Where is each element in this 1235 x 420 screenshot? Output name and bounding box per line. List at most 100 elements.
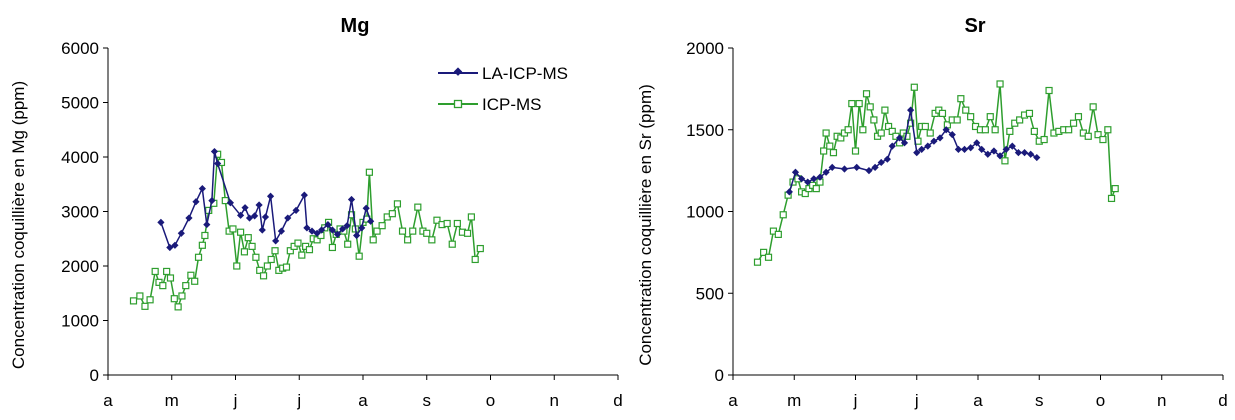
data-point (870, 116, 878, 124)
data-point (182, 282, 190, 290)
legend-marker-icp (453, 99, 463, 109)
data-point (828, 163, 836, 171)
data-point (347, 195, 356, 204)
data-point (883, 155, 891, 163)
chart-title: Sr (964, 15, 985, 37)
y-tick-label: 5000 (61, 94, 99, 113)
data-point (918, 145, 926, 153)
data-point (996, 152, 1004, 160)
chart-mg: Mg Concentration coquillière en Mg (ppm)… (9, 15, 623, 410)
data-point (166, 274, 175, 282)
data-point (221, 197, 229, 205)
data-point (226, 199, 234, 207)
data-point (936, 134, 944, 142)
series-la-icp-ms (157, 147, 375, 252)
data-point (443, 219, 451, 228)
data-point (398, 227, 407, 235)
data-point (187, 271, 195, 279)
data-point (1065, 126, 1073, 134)
data-point (453, 219, 461, 228)
data-point (888, 127, 896, 135)
data-marks (753, 80, 1119, 266)
data-point (862, 90, 871, 98)
y-tick-label: 4000 (61, 148, 99, 167)
data-point (871, 163, 879, 171)
data-point (146, 296, 154, 304)
data-point (855, 99, 863, 108)
x-tick-label: m (165, 391, 179, 410)
data-point (785, 188, 793, 196)
data-point (328, 243, 336, 252)
data-point (362, 204, 370, 212)
legend-label-icp: ICP-MS (482, 95, 542, 114)
data-point (986, 113, 994, 121)
data-point (471, 255, 479, 264)
data-point (313, 229, 321, 237)
data-point (888, 142, 896, 150)
legend-label-la: LA-ICP-MS (482, 64, 568, 83)
x-tick-label: s (1035, 391, 1044, 410)
data-point (245, 214, 254, 222)
data-point (255, 201, 263, 209)
data-point (185, 214, 193, 222)
data-point (267, 255, 275, 264)
data-point (448, 240, 456, 248)
data-point (810, 175, 818, 183)
data-point (826, 142, 834, 150)
data-point (303, 224, 311, 232)
data-point (848, 99, 856, 108)
data-point (339, 225, 347, 233)
data-point (910, 83, 918, 91)
data-point (198, 241, 206, 249)
x-tick-label: o (1096, 391, 1105, 410)
data-point (900, 139, 909, 147)
data-point (1014, 149, 1023, 157)
x-tick-label: a (728, 391, 738, 410)
data-point (907, 106, 915, 114)
data-point (942, 126, 950, 134)
x-tick-label: n (1157, 391, 1166, 410)
data-point (866, 103, 874, 111)
data-point (859, 126, 867, 134)
data-point (286, 247, 294, 255)
data-point (921, 122, 929, 131)
data-point (194, 253, 203, 261)
data-point (967, 113, 975, 121)
x-tick-label: s (423, 391, 432, 410)
data-point (853, 163, 861, 171)
data-point (760, 248, 768, 256)
data-point (404, 236, 412, 244)
data-point (333, 230, 342, 238)
data-point (170, 295, 178, 303)
data-point (308, 227, 316, 235)
data-point (178, 292, 186, 300)
data-point (957, 95, 965, 103)
data-point (241, 204, 249, 212)
x-tick-label: d (1218, 391, 1227, 410)
data-point (191, 277, 199, 285)
legend-marker-la (453, 67, 463, 76)
data-point (1020, 149, 1029, 157)
y-tick-label: 1000 (61, 312, 99, 331)
data-point (353, 231, 361, 240)
data-point (208, 197, 216, 205)
data-point (233, 262, 241, 270)
data-point (1008, 142, 1016, 150)
data-point (930, 137, 938, 145)
data-point (292, 206, 300, 215)
data-point (369, 236, 377, 244)
data-point (277, 227, 285, 235)
data-point (409, 227, 417, 235)
data-point (151, 267, 159, 276)
data-point (764, 253, 773, 261)
data-point (388, 210, 396, 218)
data-point (774, 230, 782, 238)
data-point (962, 106, 970, 114)
data-point (463, 229, 472, 237)
y-tick-label: 3000 (61, 203, 99, 222)
data-point (300, 191, 308, 199)
data-point (203, 220, 211, 229)
data-point (1074, 113, 1083, 121)
data-point (344, 240, 352, 248)
